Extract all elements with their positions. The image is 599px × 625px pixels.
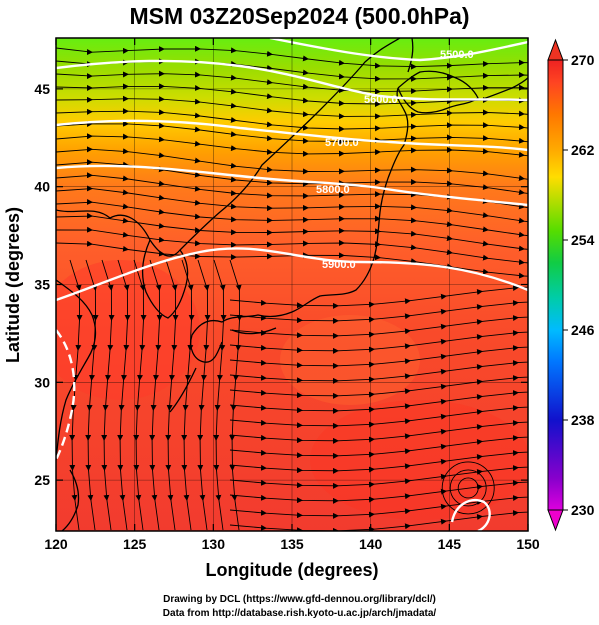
plot-area: 5900.0 5800.0 5700.0 5600.0 5500.0: [56, 38, 528, 531]
low-circulation: [457, 477, 479, 499]
contour-5700: [56, 119, 528, 152]
warm-anomaly: [56, 260, 200, 400]
colorbar-min-arrow: [547, 509, 564, 532]
colorbar: 270 262 254 246 238 230: [547, 38, 595, 532]
contour-label-5600: 5600.0: [364, 94, 398, 106]
low-circulation: [441, 461, 495, 515]
colorbar-tick-label: 262: [571, 142, 595, 158]
contour-5900: [56, 247, 528, 302]
y-axis-title: Latitude (degrees): [3, 207, 23, 363]
colorbar-tick-label: 270: [571, 52, 595, 68]
x-axis-title: Longitude (degrees): [205, 560, 378, 580]
contour-5800: [56, 164, 528, 207]
low-center-contour: [450, 499, 491, 531]
x-tick-label: 140: [359, 536, 383, 552]
streamline: [69, 259, 83, 531]
x-tick-label: 135: [280, 536, 304, 552]
contour-5600: [56, 59, 528, 102]
streamline: [85, 259, 99, 531]
contour-5500: [269, 38, 528, 62]
contour-label-5800: 5800.0: [316, 184, 350, 196]
contour-label-5900: 5900.0: [322, 259, 356, 271]
map-title: MSM 03Z20Sep2024 (500.0hPa): [129, 3, 470, 29]
colorbar-ticks: 270 262 254 246 238 230: [563, 52, 595, 518]
y-tick-label: 40: [34, 179, 50, 195]
streamline: [101, 259, 115, 531]
credit-drawing: Drawing by DCL (https://www.gfd-dennou.o…: [163, 594, 436, 605]
streamline: [181, 259, 195, 531]
streamline: [229, 259, 243, 531]
colorbar-tick-label: 246: [571, 322, 595, 338]
streamline: [56, 240, 528, 279]
y-tick-label: 45: [34, 81, 50, 97]
streamline: [117, 259, 131, 531]
x-axis-ticks: 120 125 130 135 140 145 150: [44, 38, 540, 552]
x-tick-label: 145: [438, 536, 462, 552]
warm-anomaly: [310, 400, 528, 520]
contour-label-5700: 5700.0: [325, 137, 359, 149]
streamline: [149, 259, 163, 531]
colorbar-tick-label: 238: [571, 412, 595, 428]
streamline: [213, 259, 227, 531]
colorbar-max-arrow: [547, 38, 564, 61]
credit-data: Data from http://database.rish.kyoto-u.a…: [162, 608, 437, 619]
x-tick-label: 120: [44, 536, 68, 552]
x-tick-label: 150: [516, 536, 540, 552]
contour-label-5500: 5500.0: [440, 49, 474, 61]
streamline: [133, 259, 147, 531]
contour-5900-west: [56, 329, 76, 461]
low-circulation: [449, 469, 487, 507]
x-tick-label: 125: [123, 536, 147, 552]
y-tick-label: 35: [34, 277, 50, 293]
y-tick-label: 30: [34, 374, 50, 390]
y-axis-ticks: 25 30 35 40 45: [34, 81, 528, 488]
streamline: [197, 259, 211, 531]
contour-labels: 5900.0 5800.0 5700.0 5600.0 5500.0: [316, 49, 474, 271]
y-tick-label: 25: [34, 472, 50, 488]
lat-lon-grid: [56, 38, 528, 531]
streamline: [229, 510, 528, 531]
colorbar-tick-label: 230: [571, 502, 595, 518]
streamline: [165, 259, 179, 531]
colorbar-tick-label: 254: [571, 232, 595, 248]
x-tick-label: 130: [202, 536, 226, 552]
colorbar-scale: [547, 59, 564, 511]
height-contours: [56, 38, 528, 531]
